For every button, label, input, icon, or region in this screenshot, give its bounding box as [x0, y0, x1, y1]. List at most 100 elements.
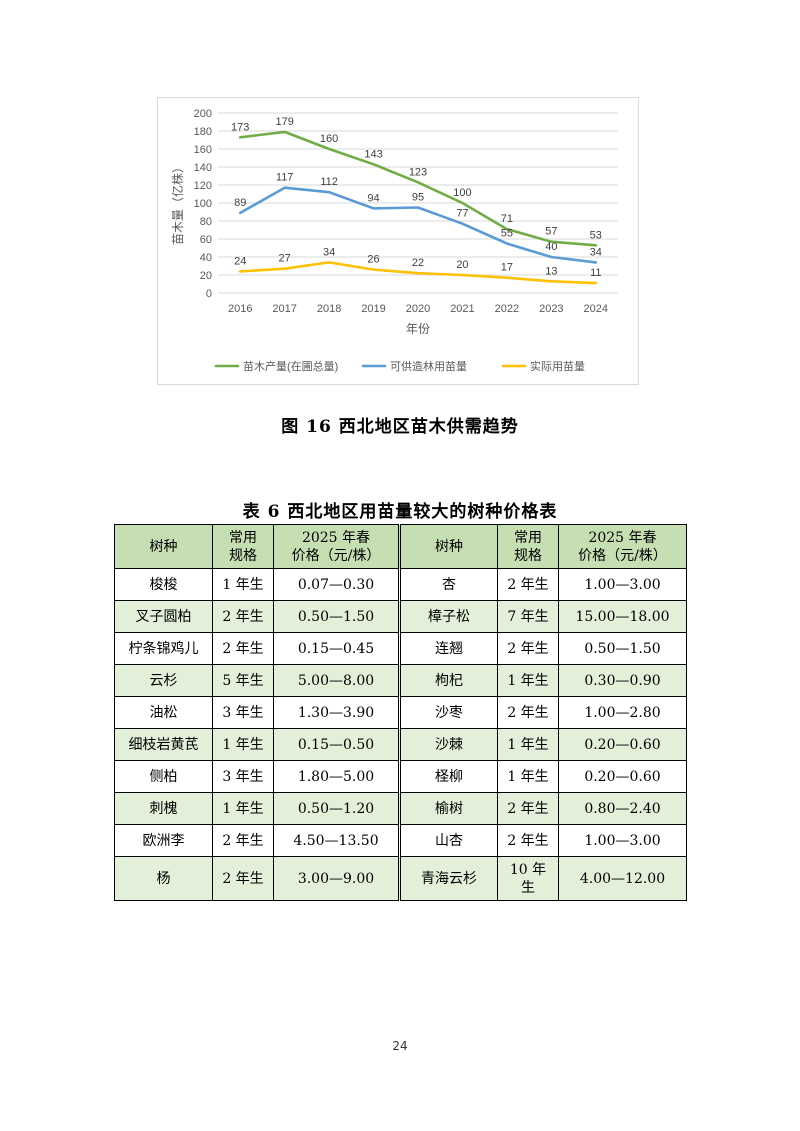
- y-tick-label: 80: [200, 216, 212, 228]
- data-label: 77: [456, 208, 468, 220]
- table-row: 侧柏 3 年生 1.80—5.00 柽柳 1 年生 0.20—0.60: [114, 760, 687, 793]
- species-cell: 油松: [114, 696, 213, 729]
- spec-cell: 1 年生: [497, 728, 559, 761]
- x-tick-label: 2020: [406, 303, 430, 315]
- data-label: 11: [590, 267, 601, 279]
- x-tick-label: 2019: [361, 303, 385, 315]
- species-cell: 叉子圆柏: [114, 600, 213, 633]
- price-cell: 0.50—1.50: [273, 600, 401, 633]
- species-cell: 榆树: [399, 792, 498, 825]
- data-label: 20: [456, 259, 468, 271]
- spec-cell: 1 年生: [497, 760, 559, 793]
- spec-cell: 2 年生: [497, 632, 559, 665]
- data-label: 112: [320, 176, 338, 188]
- table-row: 刺槐 1 年生 0.50—1.20 榆树 2 年生 0.80—2.40: [114, 792, 687, 825]
- price-cell: 1.00—3.00: [558, 568, 687, 601]
- data-label: 95: [412, 192, 424, 204]
- species-cell: 刺槐: [114, 792, 213, 825]
- species-cell: 侧柏: [114, 760, 213, 793]
- spec-cell: 1 年生: [212, 568, 274, 601]
- y-tick-label: 40: [200, 252, 212, 264]
- species-cell: 枸杞: [399, 664, 498, 697]
- spec-cell: 2 年生: [212, 856, 274, 901]
- price-cell: 1.00—3.00: [558, 824, 687, 857]
- data-label: 17: [501, 262, 513, 274]
- data-label: 94: [367, 192, 379, 204]
- spec-cell: 2 年生: [497, 792, 559, 825]
- spec-cell: 2 年生: [497, 568, 559, 601]
- species-cell: 山杏: [399, 824, 498, 857]
- table-caption: 表 6 西北地区用苗量较大的树种价格表: [242, 502, 558, 522]
- data-label: 27: [279, 253, 291, 265]
- y-tick-label: 100: [194, 198, 212, 210]
- data-label: 123: [409, 166, 427, 178]
- table-row: 云杉 5 年生 5.00—8.00 枸杞 1 年生 0.30—0.90: [114, 664, 687, 697]
- y-tick-label: 200: [194, 108, 212, 120]
- spec-cell: 2 年生: [497, 696, 559, 729]
- data-label: 24: [234, 255, 246, 267]
- species-cell: 杏: [399, 568, 498, 601]
- price-table: 树种 常用 规格 2025 年春 价格（元/株） 树种 常用 规格 2025 年春 价格…: [114, 524, 687, 901]
- spec-cell: 10 年生: [497, 856, 559, 901]
- data-label: 117: [276, 172, 294, 184]
- y-tick-label: 140: [194, 162, 212, 174]
- species-cell: 欧洲李: [114, 824, 213, 857]
- species-cell: 梭梭: [114, 568, 213, 601]
- data-label: 89: [234, 197, 246, 209]
- spec-cell: 1 年生: [497, 664, 559, 697]
- species-cell: 柽柳: [399, 760, 498, 793]
- table-row: 杨 2 年生 3.00—9.00 青海云杉 10 年生 4.00—12.00: [114, 856, 687, 901]
- data-label: 40: [545, 241, 557, 253]
- data-label: 71: [501, 213, 513, 225]
- species-cell: 沙棘: [399, 728, 498, 761]
- y-tick-label: 60: [200, 234, 212, 246]
- x-tick-label: 2024: [584, 303, 608, 315]
- series-line-1: [238, 186, 598, 264]
- legend-label: 实际用苗量: [530, 359, 585, 373]
- species-cell: 杨: [114, 856, 213, 901]
- data-label: 160: [320, 133, 338, 145]
- x-tick-label: 2023: [539, 303, 563, 315]
- x-tick-label: 2021: [450, 303, 474, 315]
- spec-cell: 2 年生: [212, 824, 274, 857]
- header-species: 树种: [399, 524, 498, 569]
- series-line-2: [238, 261, 598, 285]
- data-label: 173: [231, 121, 249, 133]
- spec-cell: 2 年生: [212, 600, 274, 633]
- table-header-row: 树种 常用 规格 2025 年春 价格（元/株） 树种 常用 规格 2025 年春 价格…: [114, 524, 687, 569]
- x-tick-label: 2016: [228, 303, 252, 315]
- price-cell: 0.80—2.40: [558, 792, 687, 825]
- legend-label: 苗木产量(在圃总量): [243, 359, 338, 373]
- price-cell: 1.80—5.00: [273, 760, 401, 793]
- y-axis-title: 苗木量（亿株）: [170, 161, 185, 245]
- header-spec: 常用 规格: [212, 524, 274, 569]
- spec-cell: 1 年生: [212, 792, 274, 825]
- price-cell: 15.00—18.00: [558, 600, 687, 633]
- species-cell: 沙枣: [399, 696, 498, 729]
- data-label: 34: [323, 246, 335, 258]
- price-cell: 0.30—0.90: [558, 664, 687, 697]
- price-cell: 0.15—0.50: [273, 728, 401, 761]
- price-cell: 4.50—13.50: [273, 824, 401, 857]
- spec-cell: 7 年生: [497, 600, 559, 633]
- y-tick-label: 120: [194, 180, 212, 192]
- data-label: 55: [501, 228, 513, 240]
- price-cell: 0.50—1.50: [558, 632, 687, 665]
- table-row: 梭梭 1 年生 0.07—0.30 杏 2 年生 1.00—3.00: [114, 568, 687, 601]
- spec-cell: 3 年生: [212, 696, 274, 729]
- x-tick-label: 2022: [495, 303, 519, 315]
- spec-cell: 2 年生: [497, 824, 559, 857]
- table-row: 叉子圆柏 2 年生 0.50—1.50 樟子松 7 年生 15.00—18.00: [114, 600, 687, 633]
- header-price: 2025 年春 价格（元/株）: [273, 524, 401, 569]
- species-cell: 青海云杉: [399, 856, 498, 901]
- figure-caption: 图 16 西北地区苗木供需趋势: [281, 417, 519, 437]
- table-row: 柠条锦鸡儿 2 年生 0.15—0.45 连翘 2 年生 0.50—1.50: [114, 632, 687, 665]
- table-row: 细枝岩黄芪 1 年生 0.15—0.50 沙棘 1 年生 0.20—0.60: [114, 728, 687, 761]
- species-cell: 樟子松: [399, 600, 498, 633]
- species-cell: 细枝岩黄芪: [114, 728, 213, 761]
- spec-cell: 2 年生: [212, 632, 274, 665]
- table-row: 欧洲李 2 年生 4.50—13.50 山杏 2 年生 1.00—3.00: [114, 824, 687, 857]
- data-label: 57: [545, 226, 557, 238]
- x-tick-label: 2018: [317, 303, 341, 315]
